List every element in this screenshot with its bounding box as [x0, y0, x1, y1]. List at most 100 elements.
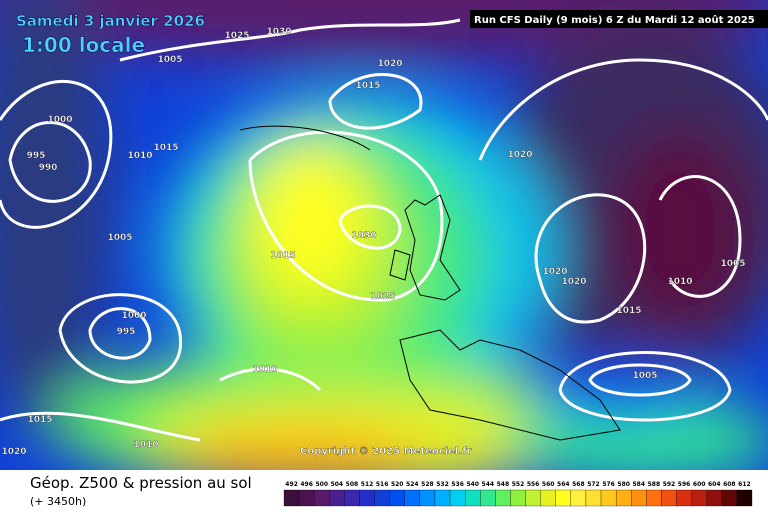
scale-label: 496 [300, 481, 313, 488]
isobar-label: 1015 [355, 81, 380, 91]
scale-label: 512 [361, 481, 374, 488]
scale-label: 560 [542, 481, 555, 488]
isobar-label: 1025 [224, 31, 249, 41]
valid-time: 1:00 locale [22, 33, 145, 57]
isobar-label: 1030 [351, 231, 376, 241]
scale-label: 564 [557, 481, 570, 488]
isobar-label: 1020 [377, 59, 402, 69]
isobar-label: 1025 [370, 292, 395, 302]
isobar-label: 1005 [720, 259, 745, 269]
scale-swatch [525, 489, 541, 507]
scale-swatch [314, 489, 330, 507]
scale-swatch [661, 489, 677, 507]
isobar-label: 1005 [107, 233, 132, 243]
scale-swatch [721, 489, 738, 507]
scale-swatch [344, 489, 360, 507]
isobar-label: 995 [117, 327, 136, 337]
scale-label: 608 [723, 481, 736, 488]
scale-label: 508 [346, 481, 359, 488]
run-info: Run CFS Daily (9 mois) 6 Z du Mardi 12 a… [474, 14, 755, 26]
scale-swatch [555, 489, 571, 507]
scale-label: 540 [466, 481, 479, 488]
scale-swatch [585, 489, 602, 507]
color-scale: 492 496 500 504 508 512 516 520 524 528 532 536 540 5… [283, 481, 753, 507]
scale-swatch [449, 489, 466, 507]
scale-label: 604 [708, 481, 721, 488]
scale-label: 528 [421, 481, 434, 488]
isobar-label: 1010 [127, 151, 152, 161]
scale-swatch [283, 489, 300, 507]
scale-label: 500 [315, 481, 328, 488]
isobar-label: 1000 [47, 115, 72, 125]
scale-label: 504 [331, 481, 344, 488]
scale-label: 532 [436, 481, 449, 488]
isobar-label: 1015 [27, 415, 52, 425]
scale-swatch [540, 489, 556, 507]
isobar-label: 1005 [632, 371, 657, 381]
isobar-label: 1000 [121, 311, 146, 321]
run-banner [470, 10, 768, 28]
scale-swatch [434, 489, 451, 507]
scale-swatch [480, 489, 496, 507]
scale-label: 492 [285, 481, 298, 488]
scale-swatch [736, 489, 753, 507]
scale-label: 580 [617, 481, 630, 488]
isobar-label: 1020 [507, 150, 532, 160]
scale-label: 612 [738, 481, 751, 488]
copyright: Copyright © 2025 Meteociel.fr [300, 446, 471, 457]
scale-swatch [495, 489, 511, 507]
footer-title: Géop. Z500 & pression au sol [30, 474, 252, 492]
isobar-label: 995 [27, 151, 46, 161]
isobar-label: 1015 [153, 143, 178, 153]
isobar-label: 1020 [561, 277, 586, 287]
scale-label: 552 [512, 481, 525, 488]
scale-label: 544 [482, 481, 495, 488]
scale-swatch [374, 489, 390, 507]
scale-swatch [329, 489, 345, 507]
isobars [0, 18, 768, 442]
scale-swatch [615, 489, 632, 507]
scale-swatch [465, 489, 481, 507]
isobar-label: 990 [39, 163, 58, 173]
scale-swatch [600, 489, 617, 507]
scale-swatch [298, 489, 315, 507]
scale-swatch [389, 489, 405, 507]
scale-label: 576 [602, 481, 615, 488]
scale-swatch [631, 489, 647, 507]
scale-swatch [404, 489, 421, 507]
scale-label: 536 [451, 481, 464, 488]
scale-label: 600 [693, 481, 706, 488]
map [0, 0, 768, 470]
scale-label: 516 [376, 481, 389, 488]
scale-swatch [359, 489, 375, 507]
scale-label: 548 [497, 481, 510, 488]
scale-label: 572 [587, 481, 600, 488]
scale-label: 524 [406, 481, 419, 488]
isobar-label: 1015 [616, 306, 641, 316]
footer-lead: (+ 3450h) [30, 495, 86, 508]
isobar-label: 1020 [542, 267, 567, 277]
coastlines [239, 125, 621, 441]
isobar-label: 1020 [1, 447, 26, 457]
scale-swatch [570, 489, 587, 507]
scale-label: 588 [648, 481, 661, 488]
scale-swatch [676, 489, 692, 507]
isobar-label: 1010 [133, 440, 158, 450]
scale-label: 568 [572, 481, 585, 488]
isobar-label: 1015 [270, 251, 295, 261]
isobar-label: 1005 [157, 55, 182, 65]
isobar-label: 1030 [266, 27, 291, 37]
scale-swatch [691, 489, 707, 507]
scale-label: 584 [633, 481, 646, 488]
isobar-label: 1010 [252, 365, 277, 375]
scale-label: 556 [527, 481, 540, 488]
scale-label: 520 [391, 481, 404, 488]
scale-label: 596 [678, 481, 691, 488]
scale-swatch [419, 489, 436, 507]
scale-swatch [706, 489, 722, 507]
scale-swatch [646, 489, 662, 507]
isobar-label: 1010 [667, 277, 692, 287]
scale-label: 592 [663, 481, 676, 488]
